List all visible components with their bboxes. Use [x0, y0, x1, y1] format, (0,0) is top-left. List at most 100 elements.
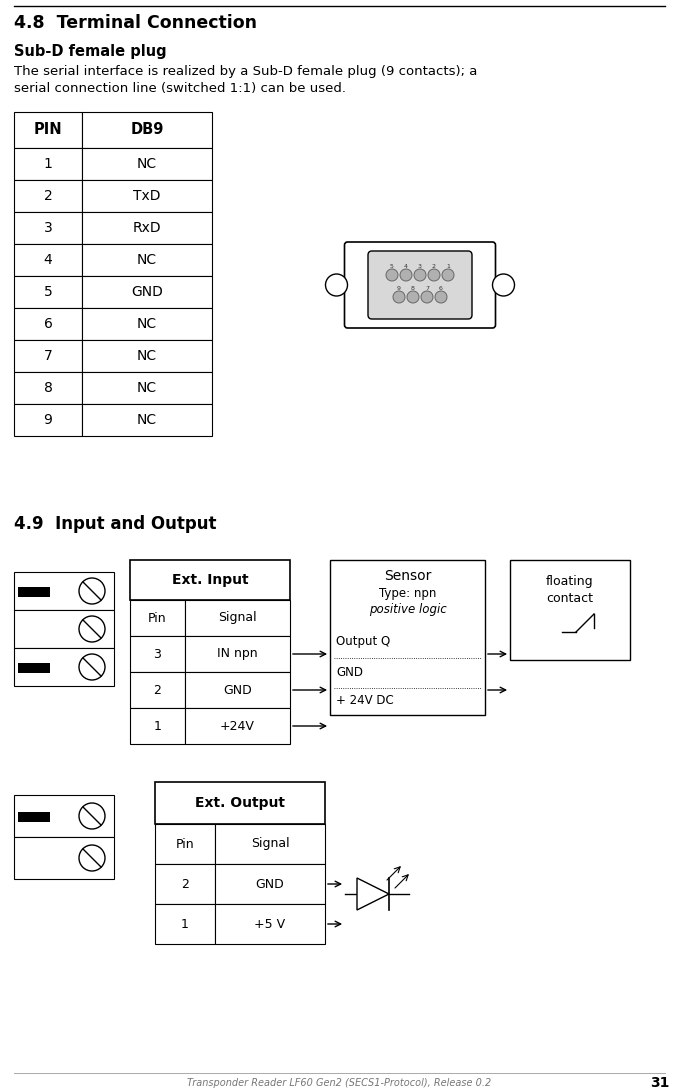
Text: +5 V: +5 V — [255, 918, 286, 931]
Text: RxD: RxD — [132, 221, 162, 235]
Bar — [185, 600, 290, 636]
Text: 2: 2 — [43, 189, 52, 203]
Text: 7: 7 — [43, 349, 52, 363]
Bar — [155, 824, 215, 864]
Bar — [82, 148, 212, 180]
Bar — [18, 812, 50, 822]
Circle shape — [79, 654, 105, 680]
Bar — [82, 112, 212, 148]
Text: Pin: Pin — [176, 838, 194, 851]
Text: NC: NC — [137, 253, 157, 267]
Circle shape — [400, 269, 412, 281]
Text: NC: NC — [137, 157, 157, 171]
Text: 5: 5 — [43, 285, 52, 299]
Bar — [82, 372, 212, 404]
Circle shape — [435, 291, 447, 303]
Text: GND: GND — [223, 683, 252, 696]
Bar — [82, 212, 212, 244]
Text: positive logic: positive logic — [369, 603, 446, 616]
Circle shape — [393, 291, 405, 303]
Bar — [14, 308, 82, 340]
Circle shape — [79, 578, 105, 604]
Text: Sensor: Sensor — [384, 570, 431, 583]
Circle shape — [407, 291, 419, 303]
Text: 5: 5 — [390, 264, 394, 269]
Text: GND: GND — [255, 877, 285, 890]
Text: Transponder Reader LF60 Gen2 (SECS1-Protocol), Release 0.2: Transponder Reader LF60 Gen2 (SECS1-Prot… — [187, 1078, 492, 1088]
Text: GND: GND — [131, 285, 163, 299]
Text: GND: GND — [336, 666, 363, 679]
Text: 2: 2 — [432, 264, 436, 269]
Text: NC: NC — [137, 317, 157, 331]
Text: 9: 9 — [43, 413, 52, 427]
Bar — [14, 244, 82, 276]
Bar — [82, 340, 212, 372]
Text: Ext. Output: Ext. Output — [195, 796, 285, 810]
Bar — [14, 340, 82, 372]
Bar — [14, 404, 82, 436]
Text: 3: 3 — [153, 647, 162, 660]
Bar — [510, 560, 630, 660]
Bar — [155, 864, 215, 904]
Text: IN npn: IN npn — [217, 647, 258, 660]
Bar — [82, 180, 212, 212]
Text: 31: 31 — [650, 1076, 669, 1090]
Bar — [82, 404, 212, 436]
Bar — [14, 837, 114, 879]
Circle shape — [79, 846, 105, 871]
Text: DB9: DB9 — [130, 122, 164, 137]
Bar — [130, 708, 185, 744]
Text: Pin: Pin — [148, 611, 167, 624]
Bar — [130, 636, 185, 672]
Text: 4: 4 — [404, 264, 408, 269]
Circle shape — [79, 803, 105, 829]
Circle shape — [414, 269, 426, 281]
Text: The serial interface is realized by a Sub-D female plug (9 contacts); a: The serial interface is realized by a Su… — [14, 65, 477, 77]
Bar — [130, 560, 290, 600]
Circle shape — [325, 274, 348, 296]
Text: Ext. Input: Ext. Input — [172, 573, 249, 587]
Bar — [155, 904, 215, 944]
Text: +24V: +24V — [220, 719, 255, 732]
Text: contact: contact — [547, 591, 593, 604]
Text: 9: 9 — [397, 287, 401, 291]
Bar — [14, 148, 82, 180]
Bar — [155, 782, 325, 824]
Circle shape — [421, 291, 433, 303]
Text: 1: 1 — [153, 719, 162, 732]
Text: 6: 6 — [439, 287, 443, 291]
Text: 1: 1 — [446, 264, 450, 269]
Bar — [215, 904, 325, 944]
FancyBboxPatch shape — [344, 242, 496, 328]
Text: 1: 1 — [43, 157, 52, 171]
Bar — [14, 795, 114, 837]
Circle shape — [386, 269, 398, 281]
Bar — [14, 372, 82, 404]
Text: 2: 2 — [153, 683, 162, 696]
Text: floating: floating — [546, 575, 594, 588]
Text: 1: 1 — [181, 918, 189, 931]
Circle shape — [442, 269, 454, 281]
Text: Signal: Signal — [218, 611, 257, 624]
Text: 8: 8 — [411, 287, 415, 291]
Text: NC: NC — [137, 381, 157, 395]
Bar — [14, 180, 82, 212]
Text: Type: npn: Type: npn — [379, 587, 436, 600]
Bar — [215, 824, 325, 864]
Bar — [14, 112, 82, 148]
Bar — [14, 212, 82, 244]
Text: NC: NC — [137, 413, 157, 427]
Circle shape — [79, 616, 105, 642]
Bar — [14, 610, 114, 648]
Text: + 24V DC: + 24V DC — [336, 694, 394, 707]
Bar — [215, 864, 325, 904]
Text: 4.9  Input and Output: 4.9 Input and Output — [14, 515, 217, 533]
Text: Sub-D female plug: Sub-D female plug — [14, 44, 166, 59]
Text: 4: 4 — [43, 253, 52, 267]
Text: 3: 3 — [418, 264, 422, 269]
FancyBboxPatch shape — [368, 251, 472, 319]
Text: serial connection line (switched 1:1) can be used.: serial connection line (switched 1:1) ca… — [14, 82, 346, 95]
Text: 2: 2 — [181, 877, 189, 890]
Bar — [130, 600, 185, 636]
Bar — [185, 636, 290, 672]
